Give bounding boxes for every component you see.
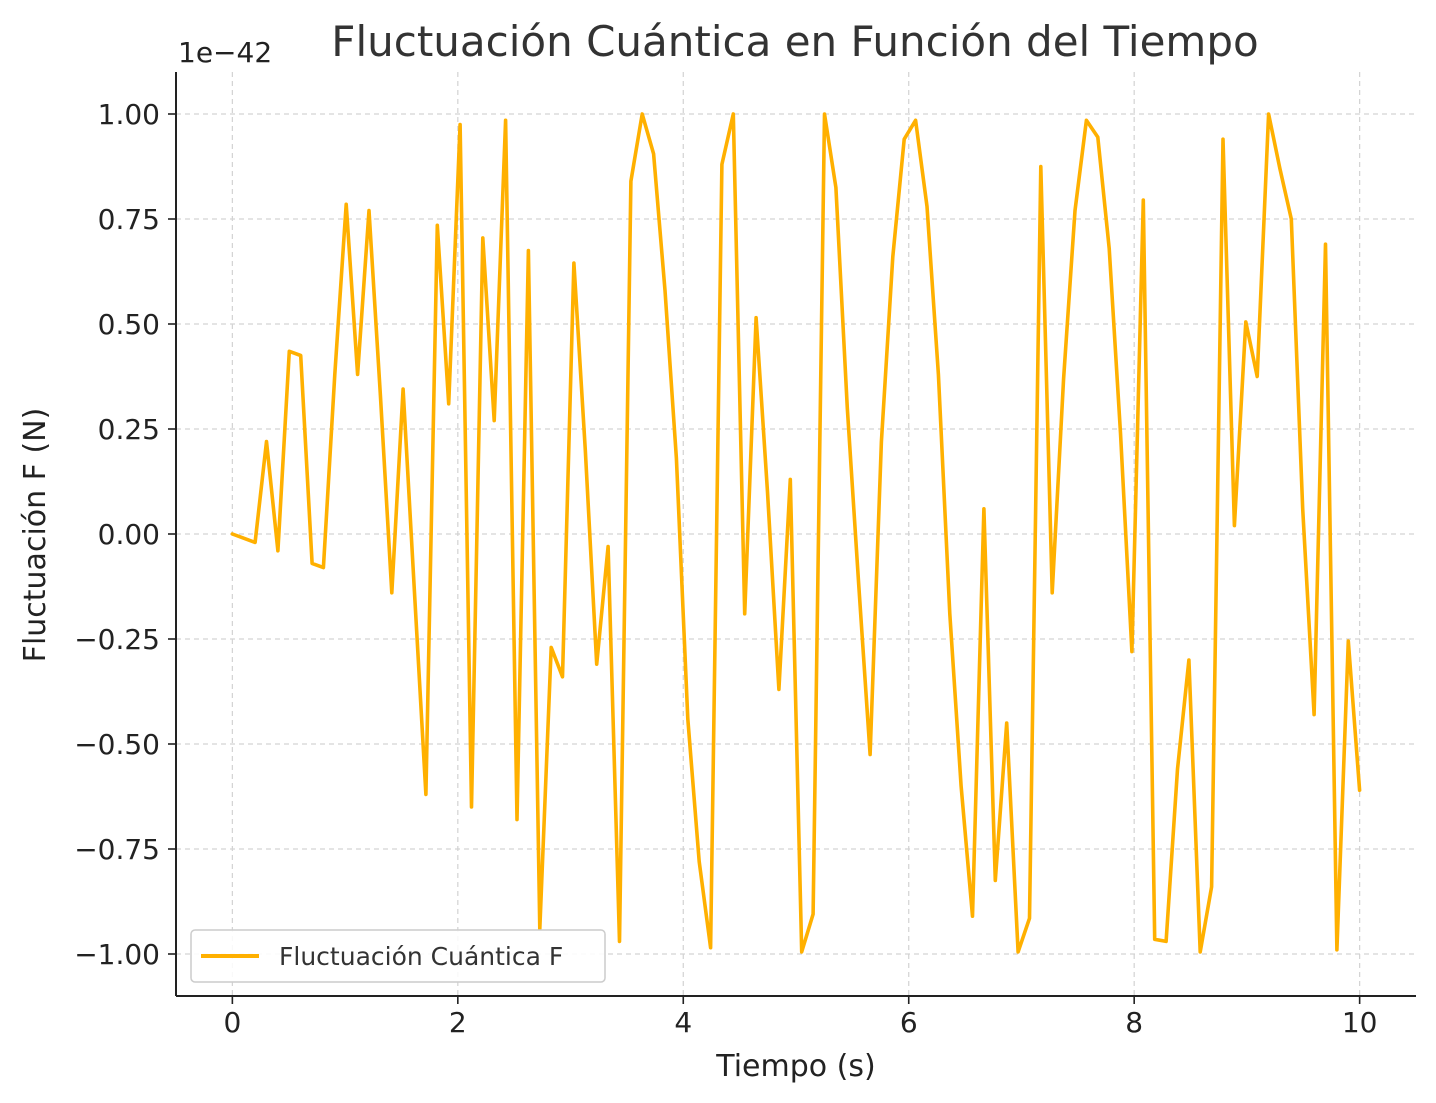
x-tick-label: 2 [449,1006,467,1039]
x-axis-label: Tiempo (s) [715,1049,875,1084]
legend-box [190,929,606,983]
y-tick-label: 0.25 [98,413,160,446]
y-tick-label: −1.00 [74,938,160,971]
y-tick-label: 0.00 [98,518,160,551]
x-tick-label: 6 [900,1006,918,1039]
legend-label: Fluctuación Cuántica F [279,942,563,971]
y-tick-label: 1.00 [98,98,160,131]
x-tick-label: 4 [674,1006,692,1039]
y-tick-label: 0.75 [98,203,160,236]
x-tick-label: 10 [1342,1006,1378,1039]
grid [176,72,1416,996]
chart-title: Fluctuación Cuántica en Función del Tiem… [331,17,1258,66]
y-tick-label: −0.50 [74,728,160,761]
y-tick-label: 0.50 [98,308,160,341]
y-offset-label: 1e−42 [178,36,272,69]
y-ticks: 1.00 0.75 0.50 0.25 0.00 −0.25 −0.50 −0.75 −1.00 [74,98,176,971]
x-ticks: 0 2 4 6 8 10 [223,996,1377,1039]
legend: Fluctuación Cuántica F [190,929,606,983]
y-axis-label: Fluctuación F (N) [18,408,53,663]
series-lines [230,112,1362,954]
x-tick-label: 8 [1125,1006,1143,1039]
y-tick-label: −0.25 [74,623,160,656]
y-tick-label: −0.75 [74,833,160,866]
series-line-0 [230,112,1362,954]
x-tick-label: 0 [223,1006,241,1039]
